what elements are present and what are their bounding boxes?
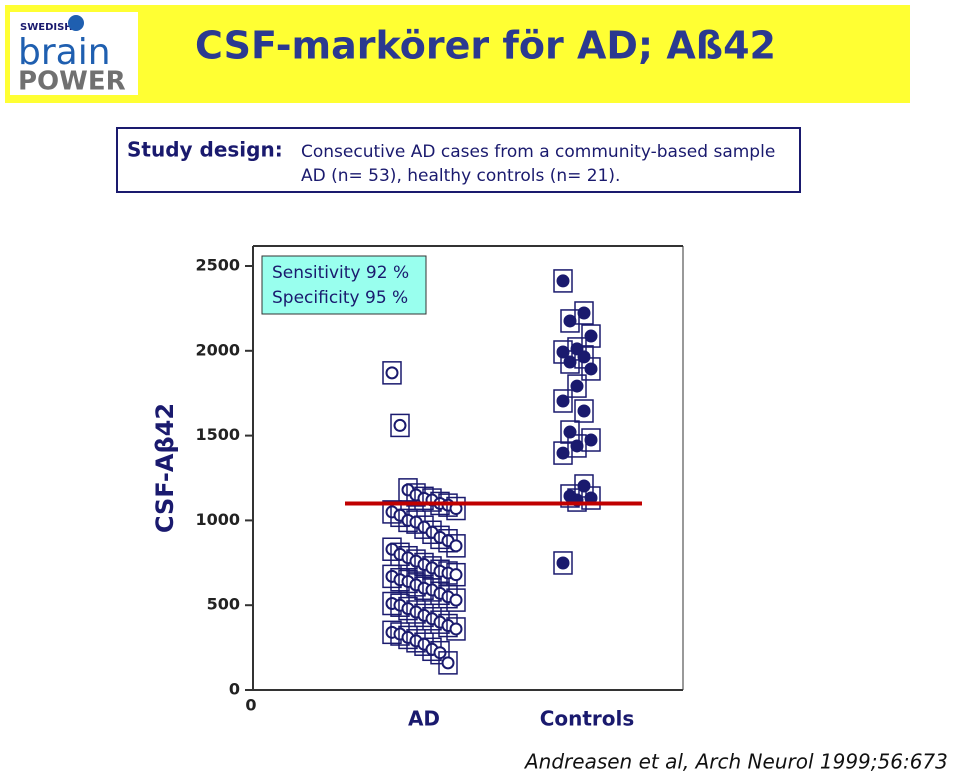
data-point: [553, 551, 573, 575]
data-point: [581, 357, 601, 381]
data-point: [553, 441, 573, 465]
data-point: [430, 640, 450, 665]
point-frame: [446, 534, 466, 558]
point-marker: [563, 355, 577, 369]
point-frame: [446, 588, 466, 612]
x-tick-label: AD: [408, 707, 440, 731]
data-point: [553, 389, 573, 413]
data-point: [560, 309, 580, 333]
data-point: [553, 269, 573, 293]
point-marker: [577, 306, 591, 320]
annotation-box: [261, 255, 427, 315]
point-marker: [584, 362, 598, 376]
point-marker: [556, 394, 570, 408]
point-marker: [449, 622, 463, 636]
point-marker: [433, 646, 447, 660]
study-text: AD (n= 53), healthy controls (n= 21).: [301, 166, 620, 186]
point-frame: [446, 617, 466, 641]
point-frame: [581, 428, 601, 452]
data-point: [581, 428, 601, 452]
study-label: Study design:: [127, 138, 283, 162]
logo-text: brain: [18, 32, 111, 73]
point-marker: [449, 593, 463, 607]
point-frame: [553, 441, 573, 465]
x-tick-label: Controls: [540, 707, 635, 731]
point-marker: [563, 314, 577, 328]
point-marker: [556, 345, 570, 359]
data-point: [446, 562, 466, 587]
data-point: [446, 617, 466, 641]
point-frame: [430, 640, 450, 665]
point-frame: [581, 324, 601, 348]
point-frame: [390, 413, 410, 438]
study-text: Consecutive AD cases from a community-ba…: [301, 142, 775, 162]
data-point: [560, 350, 580, 374]
point-marker: [556, 274, 570, 288]
y-tick-label: 2500: [195, 256, 240, 275]
logo-text: SWEDISH: [20, 22, 73, 33]
point-marker: [584, 329, 598, 343]
point-marker: [577, 479, 591, 493]
point-frame: [574, 399, 594, 423]
data-point: [382, 361, 402, 385]
citation: Andreasen et al, Arch Neurol 1999;56:673: [523, 750, 948, 774]
x-origin-label: 0: [245, 696, 256, 715]
point-marker: [449, 568, 463, 582]
point-marker: [584, 433, 598, 447]
data-point: [446, 588, 466, 612]
data-point: [574, 399, 594, 423]
point-frame: [553, 340, 573, 364]
point-marker: [577, 404, 591, 418]
point-marker: [449, 539, 463, 553]
point-frame: [574, 345, 594, 369]
point-marker: [570, 439, 584, 453]
point-frame: [560, 350, 580, 374]
data-point: [446, 534, 466, 558]
point-frame: [446, 496, 466, 521]
y-tick-label: 1000: [195, 510, 240, 529]
point-frame: [553, 551, 573, 575]
data-point: [581, 324, 601, 348]
data-point: [390, 413, 410, 438]
point-marker: [556, 446, 570, 460]
point-frame: [382, 361, 402, 385]
y-tick-label: 2000: [195, 340, 240, 359]
y-tick-label: 500: [207, 595, 240, 614]
point-marker: [577, 350, 591, 364]
data-point: [567, 374, 587, 398]
y-tick-label: 1500: [195, 425, 240, 444]
annotation: Sensitivity 92 %: [272, 263, 409, 283]
point-marker: [563, 425, 577, 439]
point-marker: [570, 379, 584, 393]
y-axis-title: CSF-Aβ42: [151, 403, 179, 533]
point-marker: [385, 366, 399, 380]
point-frame: [438, 651, 458, 675]
point-frame: [567, 488, 587, 512]
data-point: [422, 578, 442, 602]
logo-text: POWER: [18, 67, 126, 97]
point-frame: [553, 269, 573, 293]
point-frame: [560, 420, 580, 444]
header-band: [5, 5, 910, 103]
data-point: [574, 301, 594, 325]
data-point: [438, 651, 458, 675]
point-frame: [574, 301, 594, 325]
point-frame: [567, 434, 587, 458]
annotation: Specificity 95 %: [272, 288, 408, 308]
study-box: [116, 127, 801, 193]
slide-title: CSF-markörer för AD; Aß42: [195, 24, 776, 68]
point-frame: [567, 374, 587, 398]
point-frame: [560, 309, 580, 333]
point-frame: [574, 474, 594, 498]
point-marker: [393, 418, 407, 432]
point-frame: [553, 389, 573, 413]
y-tick-label: 0: [229, 680, 240, 699]
logo-dot: [68, 15, 84, 31]
point-marker: [441, 656, 455, 670]
point-marker: [556, 556, 570, 570]
point-frame: [581, 357, 601, 381]
